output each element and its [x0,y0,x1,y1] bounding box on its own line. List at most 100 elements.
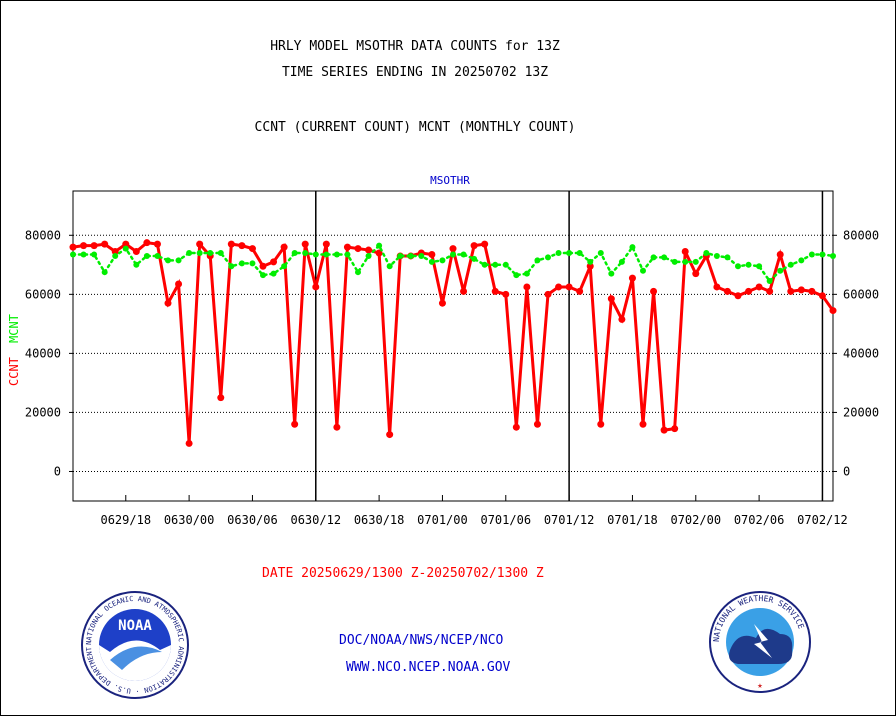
y-tick-label-right: 20000 [843,405,879,419]
x-tick-label: 0630/00 [164,513,215,527]
data-point-ccnt [470,242,478,250]
data-point-mcnt [566,250,573,256]
data-point-ccnt [333,423,341,431]
data-point-ccnt [90,242,98,250]
y-tick-label-right: 80000 [843,228,879,242]
data-point-mcnt [175,257,182,264]
y-tick-label-right: 60000 [843,287,879,301]
y-tick-label-left: 20000 [25,405,61,419]
data-point-ccnt [745,287,753,295]
data-point-ccnt [734,292,742,300]
data-point-mcnt [133,261,140,268]
data-point-mcnt [830,252,836,259]
plot-area: 0 0 20000 20000 40000 40000 60000 60000 80000 800… [25,190,879,527]
data-point-mcnt [344,251,351,258]
data-point-mcnt [228,263,235,270]
data-point-ccnt [217,394,225,402]
chart-title-line1: HRLY MODEL MSOTHR DATA COUNTS for 13Z [270,39,560,54]
data-point-mcnt [70,251,76,258]
data-point-ccnt [248,245,256,253]
data-point-mcnt [682,258,689,265]
data-point-mcnt [735,263,741,270]
data-point-mcnt [513,272,520,279]
x-tick-label: 0701/18 [607,513,658,527]
x-tick-label: 0630/12 [290,513,341,527]
data-point-mcnt [249,260,256,267]
data-point-mcnt [323,251,330,258]
data-point-ccnt [808,287,816,295]
data-point-mcnt [112,252,119,259]
data-point-mcnt [756,263,763,270]
data-point-mcnt [819,251,826,258]
data-point-ccnt [787,287,795,295]
data-point-ccnt [533,420,541,428]
x-tick-label: 0701/06 [480,513,531,527]
data-point-ccnt [723,287,731,295]
svg-text:NOAA: NOAA [118,618,152,634]
data-point-mcnt [450,251,456,258]
y-tick-label-right: 0 [843,464,850,478]
plot-title: MSOTHR [430,174,470,187]
data-point-mcnt [154,252,161,259]
data-point-mcnt [481,261,488,268]
data-point-mcnt [661,254,668,261]
data-point-ccnt [681,248,689,256]
data-point-mcnt [587,258,594,265]
data-point-ccnt [227,240,235,248]
data-point-mcnt [291,250,298,256]
data-point-ccnt [322,240,330,248]
x-tick-label: 0630/18 [354,513,405,527]
data-point-ccnt [650,287,658,295]
data-point-ccnt [449,245,457,253]
data-point-ccnt [713,283,721,291]
data-point-ccnt [597,420,605,428]
data-point-ccnt [69,243,77,251]
data-point-mcnt [238,260,245,267]
data-point-ccnt [766,287,774,295]
data-point-mcnt [808,251,815,258]
data-point-ccnt [80,242,88,250]
data-point-mcnt [143,252,150,259]
data-point-mcnt [777,267,784,274]
data-point-mcnt [270,270,277,277]
data-point-mcnt [766,278,773,285]
data-point-mcnt [502,261,509,268]
data-point-mcnt [671,258,678,265]
data-point-ccnt [301,240,309,248]
plot-border [72,190,834,502]
data-point-ccnt [143,239,151,247]
data-point-mcnt [576,250,583,256]
data-point-mcnt [692,258,699,265]
data-point-ccnt [386,431,394,439]
data-point-mcnt [407,252,414,259]
date-range-label: DATE 20250629/1300 Z-20250702/1300 Z [262,566,544,581]
data-point-ccnt [164,299,172,307]
data-point-mcnt [418,252,425,259]
data-point-mcnt [355,269,361,276]
data-point-mcnt [460,251,467,258]
data-point-mcnt [492,261,499,268]
data-point-mcnt [629,244,636,251]
website-link[interactable]: WWW.NCO.NCEP.NOAA.GOV [346,660,511,675]
series-line-ccnt [71,240,835,444]
data-point-ccnt [428,250,436,258]
x-tick-label: 0702/00 [670,513,721,527]
data-point-ccnt [438,299,446,307]
data-point-mcnt [365,252,372,259]
data-point-mcnt [745,261,752,268]
data-point-mcnt [101,269,108,276]
data-point-mcnt [545,254,551,261]
y-tick-label-left: 80000 [25,228,61,242]
data-point-ccnt [101,240,109,248]
x-tick-label: 0629/18 [100,513,151,527]
data-point-mcnt [165,257,171,264]
data-point-ccnt [185,439,193,447]
data-point-ccnt [132,248,140,256]
data-point-ccnt [238,242,246,250]
data-point-mcnt [312,251,319,258]
data-point-mcnt [640,267,646,274]
x-tick-label: 0630/06 [227,513,278,527]
y-tick-label-left: 60000 [25,287,61,301]
data-point-ccnt [776,250,784,258]
data-point-mcnt [122,245,129,252]
